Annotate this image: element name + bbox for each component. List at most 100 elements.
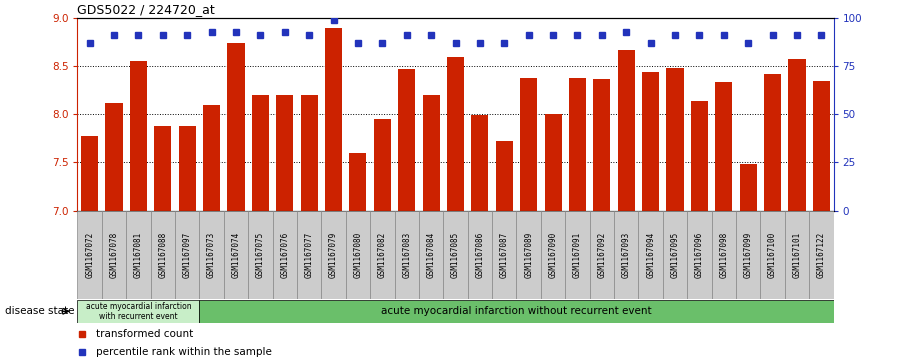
- Bar: [228, 43, 244, 211]
- Bar: [106, 103, 123, 211]
- Text: GSM1167082: GSM1167082: [378, 232, 387, 278]
- Bar: [322, 211, 346, 299]
- Bar: [565, 211, 589, 299]
- Bar: [81, 135, 98, 211]
- Text: GSM1167088: GSM1167088: [159, 232, 168, 278]
- Bar: [740, 164, 757, 211]
- Text: GSM1167072: GSM1167072: [85, 232, 94, 278]
- Bar: [614, 211, 639, 299]
- Bar: [492, 211, 517, 299]
- Bar: [809, 211, 834, 299]
- Bar: [788, 58, 805, 211]
- Text: GSM1167073: GSM1167073: [207, 232, 216, 278]
- Bar: [467, 211, 492, 299]
- Bar: [691, 101, 708, 211]
- Bar: [589, 211, 614, 299]
- Bar: [517, 211, 541, 299]
- Text: GSM1167092: GSM1167092: [598, 232, 607, 278]
- Bar: [248, 211, 272, 299]
- Bar: [77, 211, 102, 299]
- Bar: [154, 126, 171, 211]
- Bar: [667, 68, 683, 211]
- Text: GSM1167076: GSM1167076: [281, 232, 290, 278]
- Bar: [687, 211, 711, 299]
- Text: GSM1167093: GSM1167093: [621, 232, 630, 278]
- Bar: [127, 211, 150, 299]
- Text: GSM1167083: GSM1167083: [403, 232, 411, 278]
- Text: GSM1167089: GSM1167089: [524, 232, 533, 278]
- Text: GSM1167099: GSM1167099: [743, 232, 752, 278]
- Text: GSM1167097: GSM1167097: [183, 232, 191, 278]
- Bar: [761, 211, 784, 299]
- Bar: [251, 95, 269, 211]
- Bar: [639, 211, 663, 299]
- Text: GSM1167080: GSM1167080: [353, 232, 363, 278]
- Bar: [736, 211, 761, 299]
- Bar: [545, 114, 561, 211]
- Text: GSM1167086: GSM1167086: [476, 232, 485, 278]
- Bar: [130, 61, 147, 211]
- Text: GSM1167081: GSM1167081: [134, 232, 143, 278]
- Bar: [175, 211, 200, 299]
- Text: disease state: disease state: [5, 306, 74, 316]
- Bar: [203, 105, 220, 211]
- Bar: [77, 300, 200, 323]
- Bar: [764, 74, 781, 211]
- Text: acute myocardial infarction
with recurrent event: acute myocardial infarction with recurre…: [86, 302, 191, 321]
- Text: GSM1167077: GSM1167077: [304, 232, 313, 278]
- Text: GSM1167091: GSM1167091: [573, 232, 582, 278]
- Bar: [423, 95, 440, 211]
- Bar: [618, 50, 635, 211]
- Text: GSM1167094: GSM1167094: [646, 232, 655, 278]
- Bar: [370, 211, 394, 299]
- Bar: [541, 211, 565, 299]
- Bar: [297, 211, 322, 299]
- Bar: [200, 211, 224, 299]
- Bar: [715, 82, 732, 211]
- Text: GSM1167087: GSM1167087: [500, 232, 508, 278]
- Bar: [813, 81, 830, 211]
- Bar: [711, 211, 736, 299]
- Text: GSM1167078: GSM1167078: [109, 232, 118, 278]
- Bar: [150, 211, 175, 299]
- Bar: [447, 57, 464, 211]
- Text: GDS5022 / 224720_at: GDS5022 / 224720_at: [77, 3, 215, 16]
- Text: GSM1167098: GSM1167098: [720, 232, 728, 278]
- Text: GSM1167096: GSM1167096: [695, 232, 704, 278]
- Bar: [272, 211, 297, 299]
- Text: GSM1167075: GSM1167075: [256, 232, 265, 278]
- Bar: [642, 72, 660, 211]
- Text: GSM1167122: GSM1167122: [817, 232, 826, 278]
- Bar: [398, 69, 415, 211]
- Bar: [496, 141, 513, 211]
- Bar: [224, 211, 248, 299]
- Bar: [102, 211, 127, 299]
- Bar: [444, 211, 467, 299]
- Text: GSM1167074: GSM1167074: [231, 232, 241, 278]
- Bar: [394, 211, 419, 299]
- Bar: [593, 79, 610, 211]
- Bar: [325, 28, 343, 211]
- Bar: [569, 78, 586, 211]
- Bar: [179, 126, 196, 211]
- Bar: [276, 95, 293, 211]
- Text: acute myocardial infarction without recurrent event: acute myocardial infarction without recu…: [381, 306, 651, 316]
- Bar: [663, 211, 687, 299]
- Text: percentile rank within the sample: percentile rank within the sample: [96, 347, 271, 357]
- Bar: [350, 153, 366, 211]
- Bar: [520, 78, 537, 211]
- Bar: [200, 300, 834, 323]
- Text: GSM1167084: GSM1167084: [426, 232, 435, 278]
- Bar: [471, 115, 488, 211]
- Bar: [419, 211, 444, 299]
- Bar: [374, 119, 391, 211]
- Text: GSM1167090: GSM1167090: [548, 232, 558, 278]
- Text: GSM1167095: GSM1167095: [670, 232, 680, 278]
- Text: transformed count: transformed count: [96, 329, 193, 339]
- Text: GSM1167079: GSM1167079: [329, 232, 338, 278]
- Text: GSM1167100: GSM1167100: [768, 232, 777, 278]
- Text: GSM1167101: GSM1167101: [793, 232, 802, 278]
- Bar: [301, 95, 318, 211]
- Bar: [784, 211, 809, 299]
- Text: GSM1167085: GSM1167085: [451, 232, 460, 278]
